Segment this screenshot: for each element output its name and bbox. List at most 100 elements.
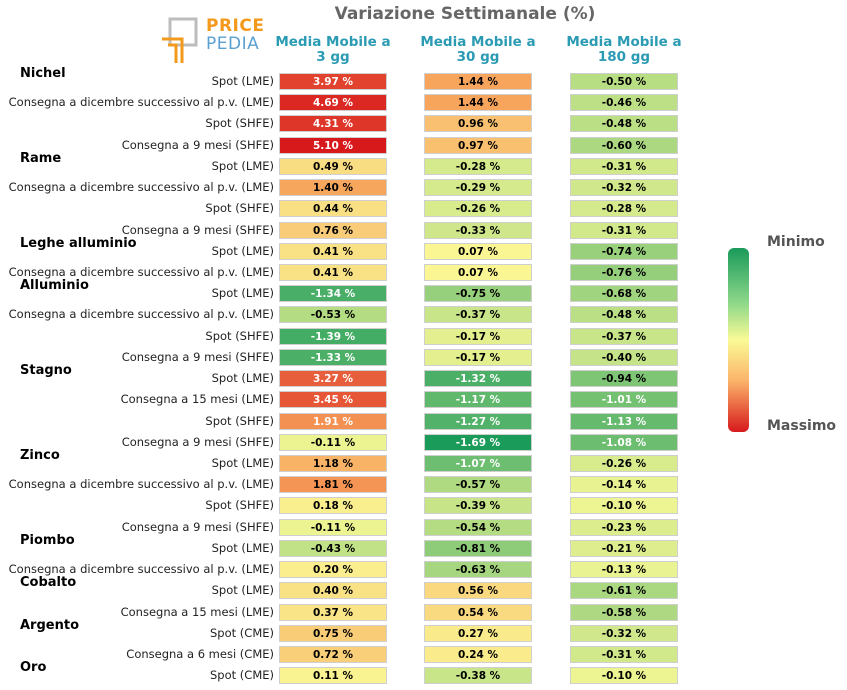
row-label: Spot (LME) [211,540,274,555]
heatmap-cell: -1.17 % [424,391,532,409]
row-label: Spot (LME) [211,455,274,470]
group-label: Cobalto [20,575,77,591]
heatmap-cell: 4.31 % [279,115,387,133]
heatmap-cell: 0.72 % [279,645,387,663]
logo-mark-icon [162,17,198,63]
row-label: Consegna a 9 mesi (SHFE) [121,349,274,364]
heatmap-cell: -0.48 % [570,306,678,324]
row-label: Spot (LME) [211,583,274,598]
row-label: Spot (CME) [210,625,274,640]
heatmap-cell: -0.40 % [570,348,678,366]
heatmap-cell: -1.27 % [424,412,532,430]
heatmap-cell: 0.41 % [279,242,387,260]
heatmap-cell: 0.18 % [279,497,387,515]
heatmap-cell: 0.27 % [424,624,532,642]
heatmap-cell: -0.31 % [570,221,678,239]
heatmap-cell: -0.60 % [570,136,678,154]
heatmap-cell: 0.24 % [424,645,532,663]
heatmap-cell: 5.10 % [279,136,387,154]
heatmap-cell: -0.61 % [570,582,678,600]
row-label: Consegna a 15 mesi (LME) [120,604,274,619]
heatmap-cell: -0.46 % [570,94,678,112]
heatmap-cell: -1.07 % [424,454,532,472]
heatmap-cell: 0.96 % [424,115,532,133]
chart-title: Variazione Settimanale (%) [334,4,596,24]
heatmap-cell: -0.39 % [424,497,532,515]
row-label: Spot (SHFE) [205,328,274,343]
heatmap-cell: -0.26 % [424,200,532,218]
heatmap-cell: 0.49 % [279,157,387,175]
heatmap-cell: -0.57 % [424,476,532,494]
heatmap-cell: -0.37 % [424,306,532,324]
group-label: Piombo [20,532,75,548]
heatmap-cell: -1.32 % [424,370,532,388]
heatmap-cell: 0.75 % [279,624,387,642]
heatmap-cell: -0.68 % [570,285,678,303]
heatmap-cell: -0.28 % [570,200,678,218]
heatmap-cell: -0.11 % [279,433,387,451]
group-label: Argento [20,617,79,633]
column-header-3: Media Mobile a 180 gg [566,34,682,65]
group-label: Oro [20,660,47,676]
heatmap-cell: -0.31 % [570,157,678,175]
heatmap-cell: -0.75 % [424,285,532,303]
row-label: Consegna a dicembre successivo al p.v. (… [8,95,274,110]
heatmap-cell: -0.23 % [570,518,678,536]
heatmap-cell: -1.69 % [424,433,532,451]
heatmap-cell: 0.07 % [424,242,532,260]
row-label: Spot (LME) [211,158,274,173]
group-label: Rame [20,150,62,166]
heatmap-cell: -0.10 % [570,667,678,685]
heatmap-cell: -0.48 % [570,115,678,133]
heatmap-cell: -0.13 % [570,561,678,579]
heatmap-cell: 0.97 % [424,136,532,154]
heatmap-cell: -0.14 % [570,476,678,494]
row-label: Consegna a 9 mesi (SHFE) [121,519,274,534]
heatmap-cell: -0.76 % [570,263,678,281]
heatmap-cell: 0.56 % [424,582,532,600]
group-label: Leghe alluminio [20,235,137,251]
heatmap-cell: 1.44 % [424,94,532,112]
heatmap-cell: -0.63 % [424,561,532,579]
heatmap-cell: 0.44 % [279,200,387,218]
heatmap-cell: -0.11 % [279,518,387,536]
heatmap-cell: -0.17 % [424,348,532,366]
heatmap-cell: 0.40 % [279,582,387,600]
group-label: Alluminio [20,278,89,294]
heatmap-cell: 1.18 % [279,454,387,472]
heatmap-cell: -0.94 % [570,370,678,388]
row-label: Spot (SHFE) [205,413,274,428]
heatmap-cell: -0.29 % [424,179,532,197]
heatmap-cell: -1.33 % [279,348,387,366]
heatmap-cell: -0.32 % [570,179,678,197]
heatmap-cell: -1.13 % [570,412,678,430]
logo-text-price: PRICE [206,16,265,36]
row-label: Spot (SHFE) [205,201,274,216]
heatmap-cell: -0.58 % [570,603,678,621]
row-label: Consegna a dicembre successivo al p.v. (… [8,562,274,577]
pricepedia-logo: PRICE PEDIA [158,17,268,65]
row-label: Consegna a dicembre successivo al p.v. (… [8,477,274,492]
heatmap-cell: 0.54 % [424,603,532,621]
heatmap-cell: -0.74 % [570,242,678,260]
heatmap-cell: 4.69 % [279,94,387,112]
heatmap-cell: -1.34 % [279,285,387,303]
heatmap-cell: 0.41 % [279,263,387,281]
heatmap-cell: 0.07 % [424,263,532,281]
row-label: Spot (CME) [210,668,274,683]
heatmap-cell: -1.08 % [570,433,678,451]
heatmap-cell: -0.21 % [570,539,678,557]
heatmap-cell: -0.28 % [424,157,532,175]
row-label: Spot (LME) [211,371,274,386]
color-scale-bar [728,248,749,432]
row-label: Consegna a 9 mesi (SHFE) [121,434,274,449]
heatmap-cell: 0.76 % [279,221,387,239]
heatmap-cell: 0.20 % [279,561,387,579]
heatmap-cell: -0.26 % [570,454,678,472]
heatmap-cell: -0.37 % [570,327,678,345]
heatmap-cell: -1.01 % [570,391,678,409]
heatmap-cell: 0.37 % [279,603,387,621]
row-label: Consegna a 15 mesi (LME) [120,392,274,407]
heatmap-cell: -0.43 % [279,539,387,557]
heatmap-cell: -0.31 % [570,645,678,663]
